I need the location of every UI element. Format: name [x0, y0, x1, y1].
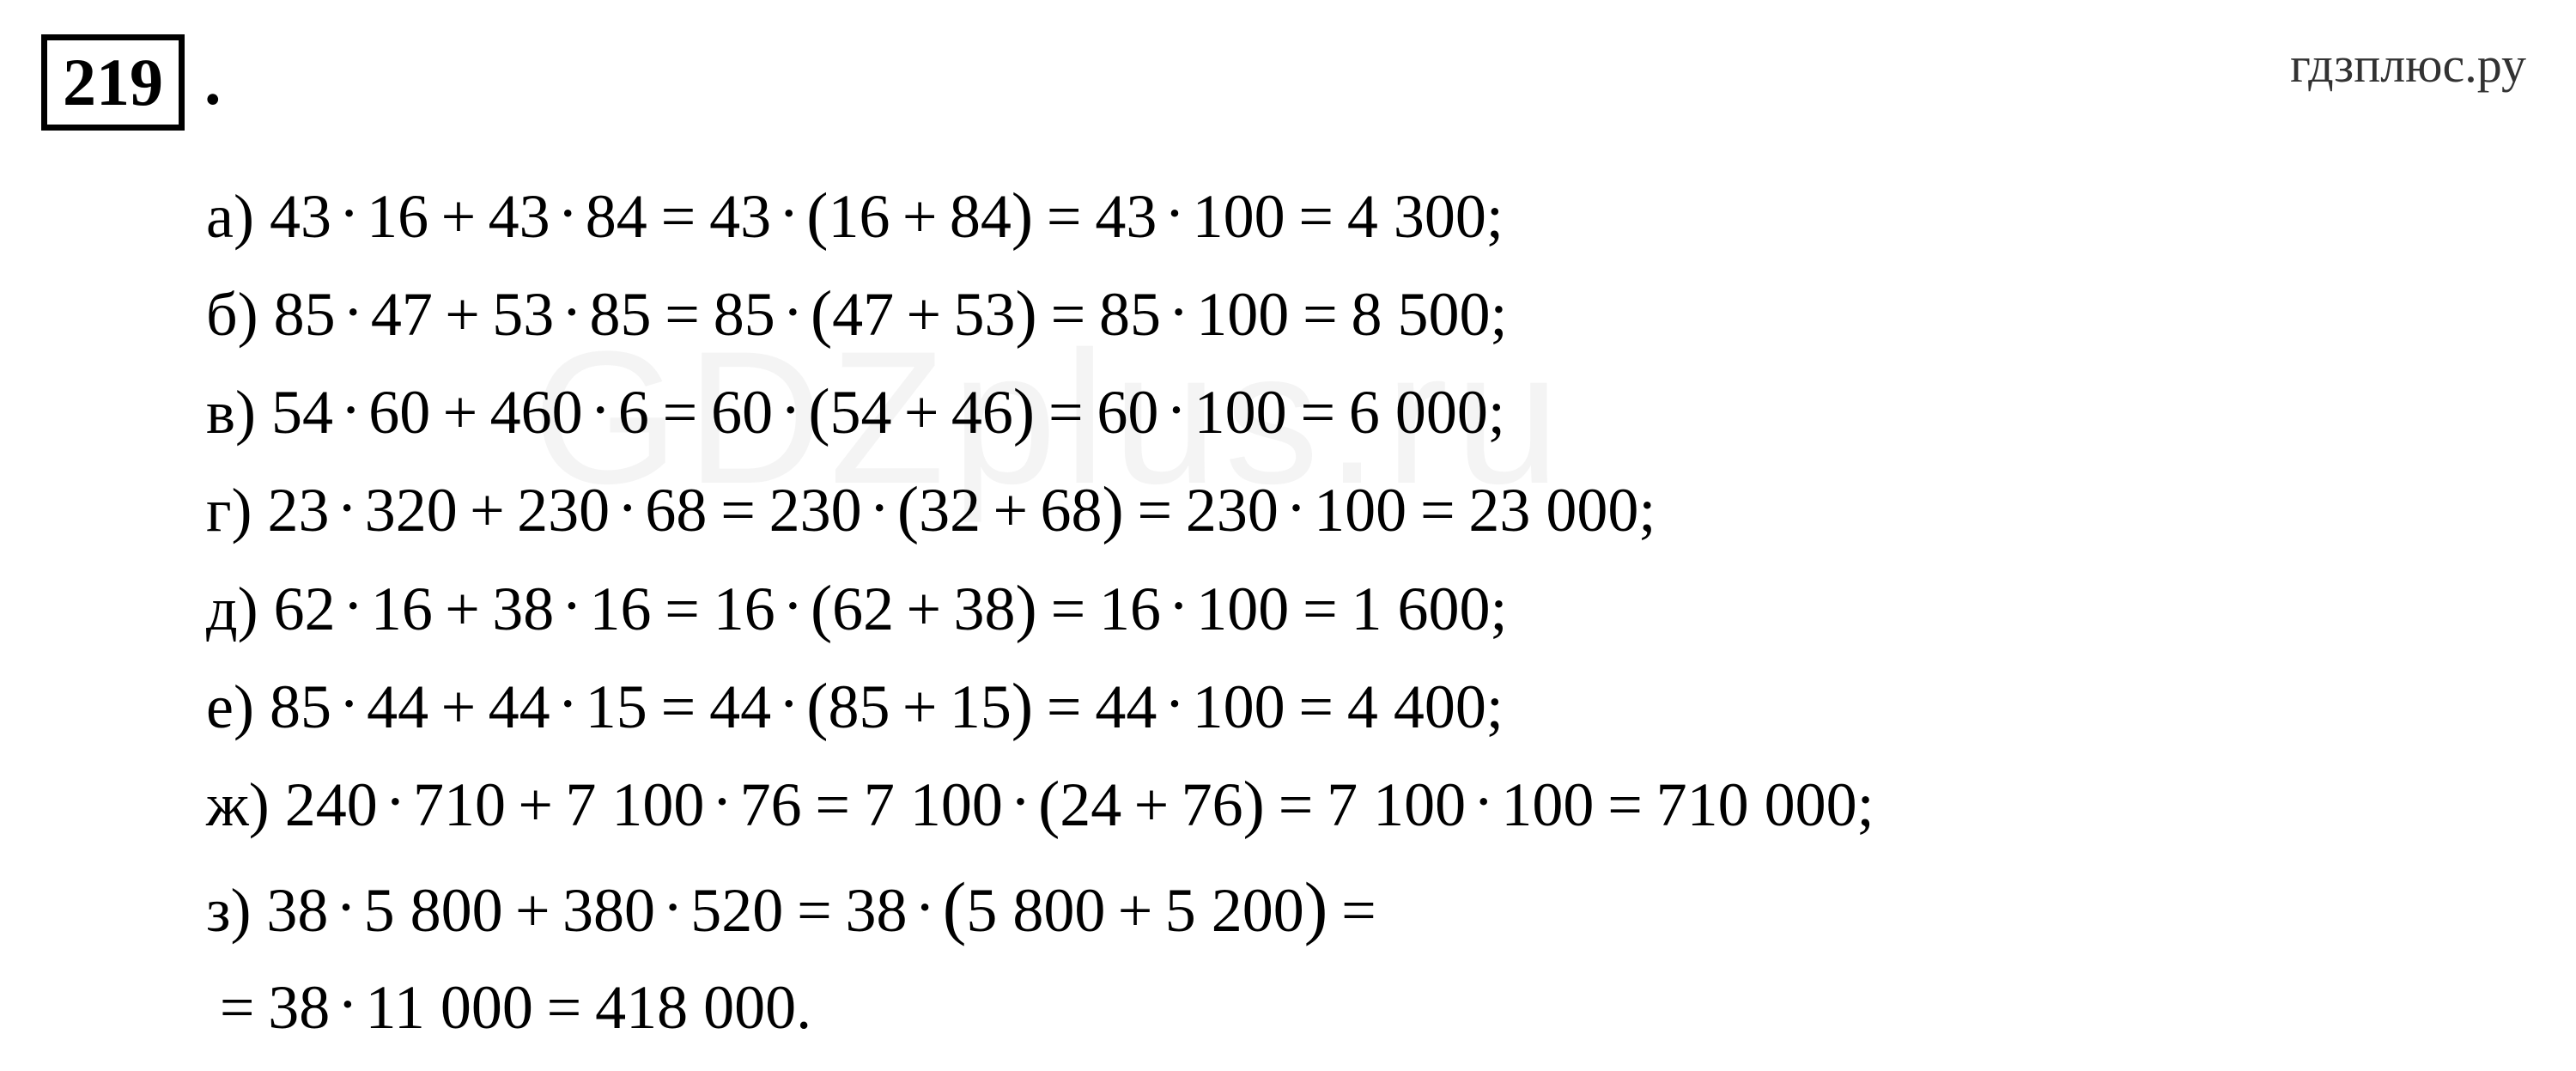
equation-label: е) — [206, 672, 254, 741]
watermark-top: гдзплюс.ру — [2290, 36, 2526, 94]
equation-z-line1: з) 38·5 800+380·520=38·(5 800+5 200)= — [206, 854, 1874, 961]
equation-label: з) — [206, 876, 251, 945]
equation-label: г) — [206, 476, 252, 545]
equation-label: в) — [206, 378, 256, 447]
equation-label: д) — [206, 575, 258, 643]
equation-label: а) — [206, 182, 254, 251]
equation-zh: ж) 240·710+7 100·76=7 100·(24+76)=7 100·… — [206, 756, 1874, 854]
equation-a: а) 43·16+43·84=43·(16+84)=43·100=4 300; — [206, 167, 1874, 265]
equation-d: д) 62·16+38·16=16·(62+38)=16·100=1 600; — [206, 560, 1874, 658]
equation-label: б) — [206, 280, 258, 349]
equation-g: г) 23·320+230·68=230·(32+68)=230·100=23 … — [206, 461, 1874, 559]
equation-v: в) 54·60+460·6=60·(54+46)=60·100=6 000; — [206, 363, 1874, 461]
equations-container: а) 43·16+43·84=43·(16+84)=43·100=4 300; … — [206, 167, 1874, 1055]
equation-label: ж) — [206, 770, 270, 839]
equation-e: е) 85·44+44·15=44·(85+15)=44·100=4 400; — [206, 658, 1874, 756]
equation-z-line2: =38·11 000=418 000. — [206, 961, 1874, 1055]
equation-b: б) 85·47+53·85=85·(47+53)=85·100=8 500; — [206, 265, 1874, 363]
exercise-number-dot: . — [204, 43, 222, 120]
exercise-number-box: 219 — [41, 34, 185, 131]
exercise-number: 219 — [63, 45, 163, 119]
